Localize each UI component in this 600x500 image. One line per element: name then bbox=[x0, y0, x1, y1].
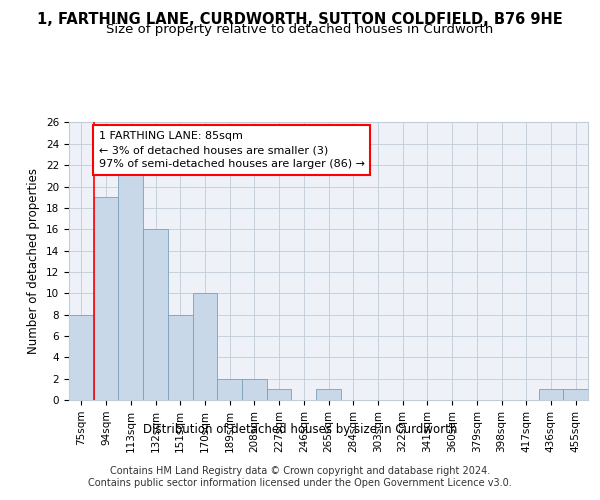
Text: Distribution of detached houses by size in Curdworth: Distribution of detached houses by size … bbox=[143, 422, 457, 436]
Bar bbox=[242, 378, 267, 400]
Bar bbox=[316, 390, 341, 400]
Bar bbox=[94, 197, 118, 400]
Text: 1, FARTHING LANE, CURDWORTH, SUTTON COLDFIELD, B76 9HE: 1, FARTHING LANE, CURDWORTH, SUTTON COLD… bbox=[37, 12, 563, 28]
Y-axis label: Number of detached properties: Number of detached properties bbox=[28, 168, 40, 354]
Bar bbox=[143, 229, 168, 400]
Bar bbox=[168, 314, 193, 400]
Bar bbox=[193, 294, 217, 400]
Bar bbox=[267, 390, 292, 400]
Bar bbox=[69, 314, 94, 400]
Bar bbox=[539, 390, 563, 400]
Text: Size of property relative to detached houses in Curdworth: Size of property relative to detached ho… bbox=[106, 24, 494, 36]
Bar bbox=[118, 165, 143, 400]
Bar bbox=[217, 378, 242, 400]
Bar bbox=[563, 390, 588, 400]
Text: 1 FARTHING LANE: 85sqm
← 3% of detached houses are smaller (3)
97% of semi-detac: 1 FARTHING LANE: 85sqm ← 3% of detached … bbox=[98, 131, 365, 169]
Text: Contains HM Land Registry data © Crown copyright and database right 2024.: Contains HM Land Registry data © Crown c… bbox=[110, 466, 490, 476]
Text: Contains public sector information licensed under the Open Government Licence v3: Contains public sector information licen… bbox=[88, 478, 512, 488]
